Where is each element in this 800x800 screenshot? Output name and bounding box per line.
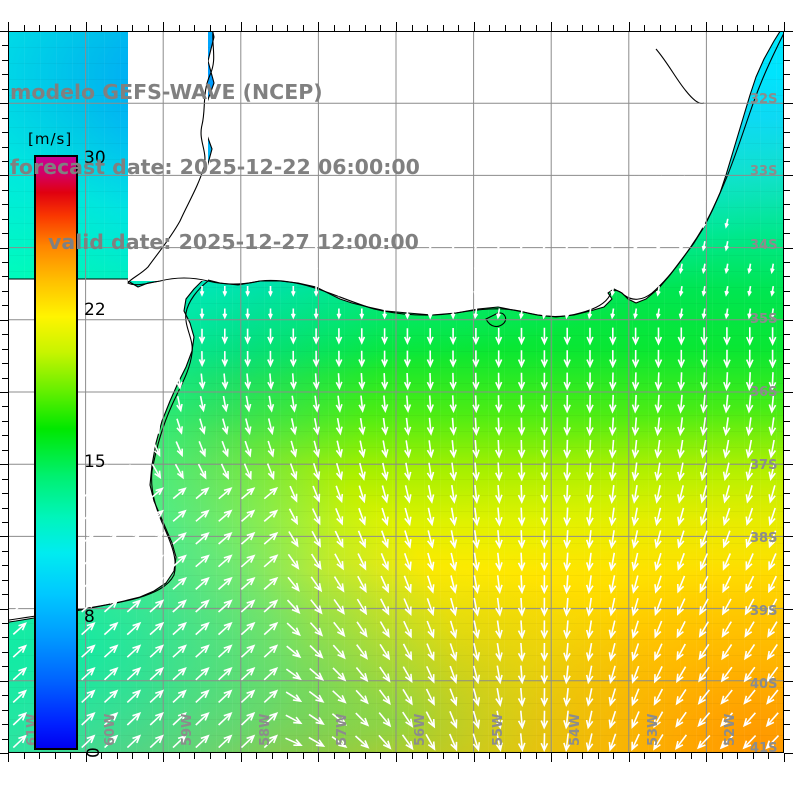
lon-label-58w: 58W	[257, 713, 273, 746]
colorbar-label-30: 30	[84, 148, 106, 168]
lat-label-36s: 36S	[750, 385, 778, 400]
lat-label-38s: 38S	[750, 531, 778, 546]
lat-label-41s: 41S	[750, 741, 778, 756]
lat-label-40s: 40S	[750, 677, 778, 692]
lat-label-37s: 37S	[750, 458, 778, 473]
colorbar-units-label: [m/s]	[28, 130, 73, 148]
lat-label-39s: 39S	[750, 604, 778, 619]
lon-label-60w: 60W	[102, 713, 118, 746]
lon-label-56w: 56W	[413, 713, 428, 746]
lat-label-33s: 33S	[750, 164, 778, 179]
wind-direction-arrows	[12, 108, 780, 753]
right-axis-ticks	[784, 31, 793, 754]
bottom-axis-ticks	[8, 753, 785, 762]
lon-label-59w: 59W	[180, 713, 196, 746]
title-valid-date: valid date: 2025-12-27 12:00:00	[48, 230, 419, 254]
title-forecast-date: forecast date: 2025-12-22 06:00:00	[10, 155, 420, 179]
top-axis-ticks	[8, 22, 785, 31]
lat-label-35s: 35S	[750, 312, 778, 327]
lon-label-52w: 52W	[723, 713, 739, 746]
title-model: modelo GEFS-WAVE (NCEP)	[10, 80, 323, 104]
lon-label-54w: 54W	[568, 713, 584, 746]
lat-label-34s: 34S	[750, 238, 778, 253]
lon-label-57w: 57W	[335, 713, 351, 746]
colorbar-label-0: 0	[84, 747, 104, 758]
map-plot-area[interactable]	[8, 31, 784, 753]
lon-label-55w: 55W	[490, 713, 506, 746]
left-axis-ticks	[0, 31, 8, 754]
colorbar-label-22: 22	[84, 300, 106, 320]
map-title-block: modelo GEFS-WAVE (NCEP) forecast date: 2…	[8, 30, 568, 305]
lat-label-32s: 32S	[750, 92, 778, 107]
colorbar-label-15: 15	[84, 452, 106, 472]
colorbar-label-8: 8	[84, 607, 95, 627]
lon-label-53w: 53W	[645, 713, 661, 746]
colorbar-gradient[interactable]	[34, 155, 78, 750]
